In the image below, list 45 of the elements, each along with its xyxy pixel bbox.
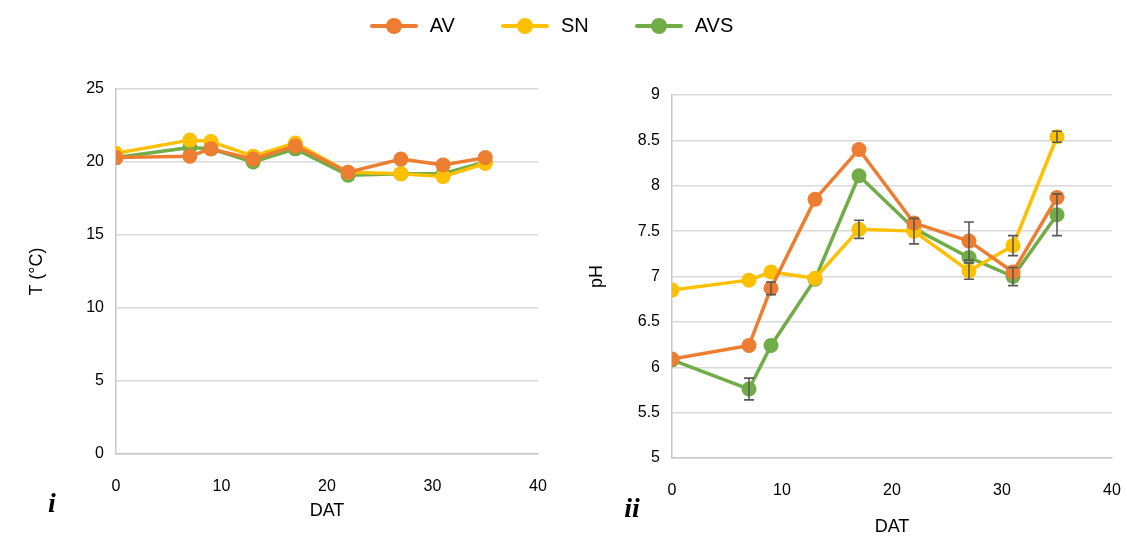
point [763, 337, 779, 353]
x-axis-title: DAT [874, 516, 910, 537]
x-tick-label: 40 [529, 477, 547, 495]
y-tick-label: 9 [651, 85, 661, 103]
text: i [48, 487, 57, 519]
point [851, 141, 867, 157]
x-tick-label: 20 [318, 477, 336, 495]
x-tick-label: 0 [111, 477, 121, 495]
y-tick-label: 8.5 [637, 130, 661, 148]
point [393, 151, 409, 167]
point [807, 191, 823, 207]
x-tick-label: 20 [883, 481, 901, 499]
legend-label: SN [560, 14, 589, 37]
x-axis-title: DAT [309, 500, 345, 521]
y-tick-label: 7.5 [637, 221, 661, 239]
text: ii [624, 492, 640, 524]
x-tick-label: 40 [1103, 481, 1121, 499]
point [182, 148, 198, 164]
point [741, 272, 757, 288]
y-tick-label: 5.5 [637, 403, 661, 421]
y-tick-label: 6.5 [637, 312, 661, 330]
point [182, 132, 198, 148]
y-tick-label: 5 [95, 371, 105, 389]
legend-label: AVS [694, 14, 734, 37]
y-tick-label: 7 [651, 266, 661, 284]
x-tick-label: 30 [423, 477, 442, 495]
x-tick-label: 10 [212, 477, 231, 495]
point [741, 337, 757, 353]
x-tick-label: 0 [667, 481, 677, 499]
y-tick-label: 6 [651, 357, 661, 375]
y-axis-title: pH [585, 264, 606, 289]
legend-label: AV [429, 14, 455, 37]
y-axis-title: T (°C) [25, 247, 46, 296]
point [435, 157, 451, 173]
y-tick-label: 15 [86, 225, 105, 243]
y-tick-label: 25 [86, 79, 105, 97]
y-tick-label: 8 [651, 176, 661, 194]
y-tick-label: 10 [86, 298, 105, 316]
y-tick-label: 20 [86, 152, 105, 170]
y-tick-label: 5 [651, 448, 661, 466]
point [851, 168, 867, 184]
x-tick-label: 10 [773, 481, 791, 499]
point [477, 150, 493, 166]
y-tick-label: 0 [95, 444, 105, 462]
x-tick-label: 30 [993, 481, 1011, 499]
